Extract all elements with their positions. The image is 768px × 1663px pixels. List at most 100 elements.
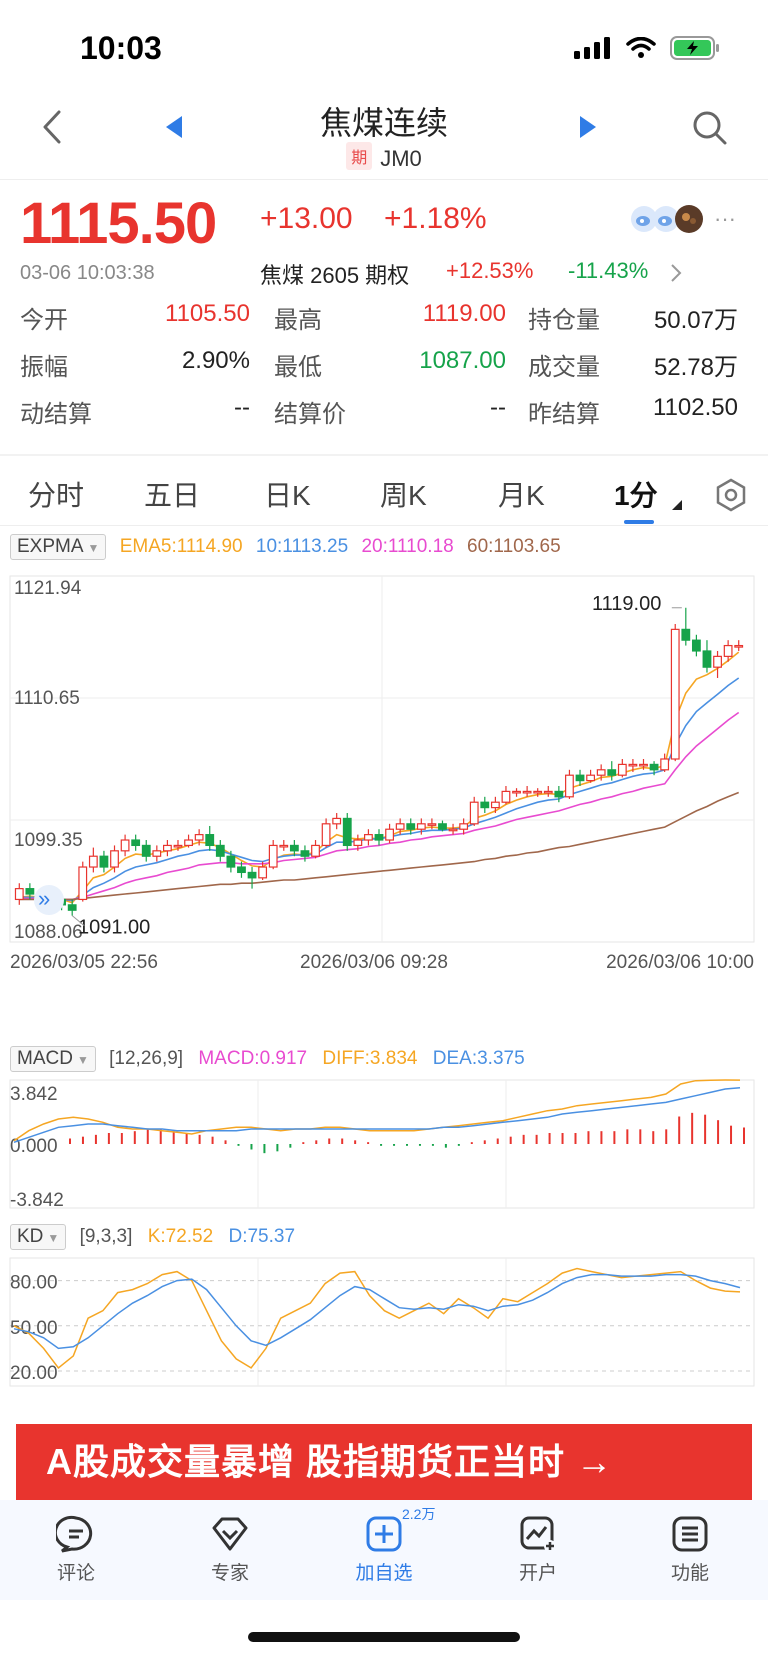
more-icon[interactable]: ··· [714, 206, 736, 231]
candle-body [300, 850, 310, 857]
candle-body [459, 823, 469, 830]
back-icon[interactable] [42, 110, 62, 144]
tabbar-expert[interactable]: 专家 [180, 1514, 280, 1585]
social-avatars[interactable]: ··· [630, 204, 736, 234]
nav-bar: 焦煤连续 期 JM0 [0, 90, 768, 180]
candle-body [141, 844, 151, 857]
stat-open-interest: 50.07万 [653, 307, 738, 334]
kd-legend: KD ▼ [9,3,3] K:72.52 D:75.37 [10, 1224, 295, 1254]
settings-icon[interactable] [714, 478, 748, 512]
legend-ema5: EMA5:1114.90 [119, 536, 243, 557]
stat-label: 今开 [20, 307, 68, 334]
stat-volume: 52.78万 [653, 354, 738, 381]
legend-dea: DEA:3.375 [432, 1048, 525, 1069]
option-put-change[interactable]: -11.43% [568, 258, 649, 283]
weibo-icon[interactable] [630, 205, 658, 233]
open-account-icon [520, 1516, 556, 1552]
tab-weekly-k[interactable]: 周K [380, 480, 427, 511]
x-tick-label: 2026/03/05 22:56 [10, 952, 158, 973]
dropdown-corner-icon [672, 500, 682, 510]
x-tick-label: 2026/03/06 10:00 [606, 952, 754, 973]
candle-body [607, 769, 617, 776]
candle-body [416, 823, 426, 830]
wifi-icon [626, 37, 656, 58]
tab-intraday[interactable]: 分时 [28, 480, 85, 511]
stats-row: 今开 1105.50 最高 1119.00 持仓量 50.07万 [20, 300, 740, 340]
candle-body [374, 834, 384, 841]
candle-body [723, 644, 733, 657]
candle-body [88, 855, 98, 868]
next-contract-icon[interactable] [580, 116, 596, 138]
candle-body [406, 823, 416, 830]
candle-body [617, 763, 627, 776]
avatar-icon[interactable] [674, 204, 704, 234]
kd-params: [9,3,3] [79, 1226, 133, 1247]
indicator-selector[interactable]: MACD ▼ [10, 1046, 96, 1072]
candle-body [67, 904, 77, 911]
weibo-icon[interactable] [652, 205, 680, 233]
stat-label: 最高 [274, 307, 322, 334]
prev-contract-icon[interactable] [166, 116, 182, 138]
tab-five-day[interactable]: 五日 [144, 480, 201, 511]
tabbar-functions[interactable]: 功能 [640, 1514, 740, 1585]
y-tick-label: 1099.35 [14, 830, 83, 851]
legend-diff: DIFF:3.834 [322, 1048, 418, 1069]
candle-body [702, 650, 712, 668]
watch-count-badge: 2.2万 [402, 1506, 436, 1522]
candle-body [289, 844, 299, 852]
stat-settle: -- [490, 394, 506, 421]
stat-dyn-settle: -- [234, 394, 250, 421]
candle-body [469, 801, 479, 825]
candle-body [332, 817, 342, 825]
option-call-change[interactable]: +12.53% [446, 258, 534, 283]
search-icon[interactable] [692, 110, 728, 146]
indicator-selector[interactable]: EXPMA ▼ [10, 534, 107, 560]
candle-body [490, 801, 500, 809]
tab-1min[interactable]: 1分 [614, 480, 658, 511]
tabbar-comment[interactable]: 评论 [26, 1514, 126, 1585]
tabbar-add-watch[interactable]: 加自选 [334, 1514, 434, 1585]
kd-chart[interactable]: 80.00 50.00 20.00 [0, 1256, 768, 1390]
ema-line-ema10 [19, 677, 740, 902]
stat-open: 1105.50 [165, 300, 250, 327]
home-indicator[interactable] [248, 1632, 520, 1642]
macd-chart[interactable]: 3.842 0.000 -3.842 [0, 1076, 768, 1212]
tabbar-label: 开户 [518, 1563, 557, 1584]
kline-chart[interactable]: 1121.94 1110.65 1099.35 1088.06 1119.00 1091.… [0, 568, 768, 1018]
candle-body [78, 866, 88, 901]
option-label[interactable]: 焦煤 2605 期权 [260, 263, 410, 288]
candle-body [691, 639, 701, 652]
stat-label: 动结算 [20, 401, 92, 428]
tabbar-open-account[interactable]: 开户 [488, 1514, 588, 1585]
tab-daily-k[interactable]: 日K [264, 480, 311, 511]
candle-body [586, 774, 596, 782]
candle-body [184, 839, 193, 847]
candle-body [321, 823, 331, 847]
last-price: 1115.50 [20, 191, 217, 256]
add-watchlist-icon [366, 1516, 402, 1552]
chevron-right-icon[interactable] [670, 263, 682, 283]
low-annotation: 1091.00 [78, 917, 150, 939]
candle-body [279, 844, 289, 848]
legend-d: D:75.37 [228, 1226, 296, 1247]
stat-label: 成交量 [528, 354, 600, 381]
candle-body [670, 628, 680, 760]
promo-banner[interactable]: A股成交量暴增 股指期货正当时 → [16, 1424, 752, 1500]
stat-label: 持仓量 [528, 307, 600, 334]
candle-body [448, 828, 458, 832]
candle-body [99, 855, 109, 868]
candle-body [311, 844, 320, 857]
page-title: 焦煤连续 [319, 105, 448, 141]
y-tick-label: 50.00 [10, 1318, 58, 1339]
legend-macd: MACD:0.917 [198, 1048, 308, 1069]
candle-body [205, 834, 215, 847]
tab-monthly-k[interactable]: 月K [498, 480, 545, 511]
macd-line-dea [13, 1087, 741, 1144]
indicator-selector[interactable]: KD ▼ [10, 1224, 67, 1250]
candle-body [247, 871, 257, 879]
tabbar-label: 加自选 [355, 1563, 413, 1584]
y-tick-label: 20.00 [10, 1363, 58, 1384]
price-change-pct: +1.18% [384, 202, 487, 235]
bottom-tabbar: 评论 专家 加自选 2.2万 开户 [0, 1500, 768, 1600]
legend-ema20: 20:1110.18 [361, 536, 454, 557]
